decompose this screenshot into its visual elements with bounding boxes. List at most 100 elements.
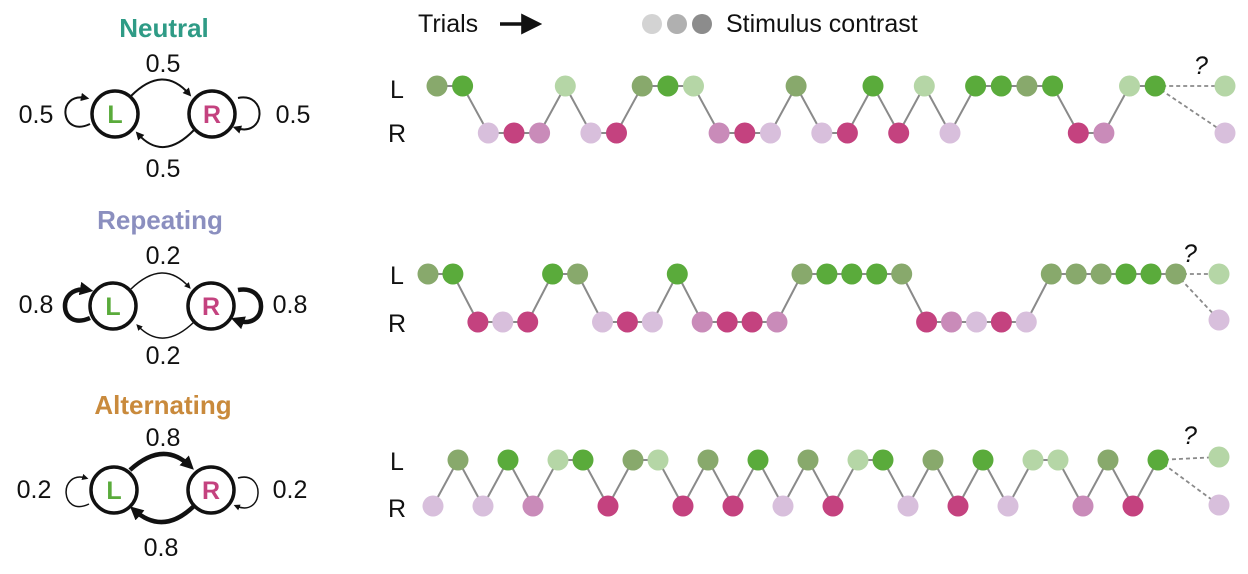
trial-dot-right <box>422 495 444 517</box>
trial-dot-right <box>503 122 525 144</box>
block-title: Repeating <box>97 205 223 235</box>
block-neutral: Neutral 0.5 0.5 0.5 0.5 L R L R ? <box>19 13 1236 183</box>
transition-arrow-r-to-l <box>129 504 196 525</box>
trial-dot-right <box>772 495 794 517</box>
trial-dot-left <box>666 263 688 285</box>
trial-dot-right <box>966 311 987 333</box>
contrast-swatch-low <box>642 14 662 34</box>
trial-dot-left <box>572 449 594 471</box>
trial-dot-right <box>741 311 763 333</box>
prob-left: 0.2 <box>17 476 52 504</box>
trial-dot-left <box>447 449 469 471</box>
row-label-r: R <box>388 120 406 148</box>
trial-dot-right <box>888 122 910 144</box>
transition-arrow-l-to-r <box>128 451 194 472</box>
next-trial-option-left <box>1208 263 1230 285</box>
trial-dot-left <box>872 449 894 471</box>
trial-dot-left <box>990 75 1012 97</box>
trial-dot-left <box>791 263 813 285</box>
trial-sequence <box>426 75 1236 144</box>
state-r-label: R <box>203 101 221 129</box>
next-trial-option-right <box>1208 494 1230 516</box>
trial-dot-right <box>580 122 602 144</box>
trial-dot-left <box>683 75 704 97</box>
next-trial-option-right <box>1208 309 1230 331</box>
state-r-label: R <box>202 293 220 321</box>
trial-dot-right <box>691 311 713 333</box>
trial-dot-left <box>452 75 474 97</box>
trial-dot-left <box>547 449 569 471</box>
trial-dot-right <box>941 311 962 333</box>
next-trial-dashed-line <box>1157 459 1220 506</box>
trial-dot-right <box>939 122 961 144</box>
prob-bottom: 0.2 <box>146 342 181 370</box>
prob-top: 0.2 <box>146 242 181 270</box>
trial-dot-right <box>997 495 1019 517</box>
next-trial-dashed-line <box>1175 273 1220 321</box>
state-r-label: R <box>202 477 220 505</box>
trial-connector-line <box>432 457 1159 509</box>
trial-dot-right <box>990 311 1012 333</box>
trial-dot-left <box>922 449 944 471</box>
trial-sequence <box>422 446 1230 517</box>
trial-dot-left <box>913 75 935 97</box>
block-alternating: Alternating 0.8 0.8 0.2 0.2 L R L R ? <box>17 390 1230 562</box>
prob-left: 0.8 <box>19 291 54 319</box>
trial-dot-right <box>597 495 619 517</box>
state-r-circle <box>186 281 236 331</box>
trial-dot-left <box>417 263 439 285</box>
trial-dot-left <box>866 263 888 285</box>
state-l-circle <box>89 465 139 515</box>
row-label-l: L <box>390 262 404 290</box>
trial-dot-right <box>1067 122 1089 144</box>
trial-dot-left <box>622 449 644 471</box>
contrast-swatches <box>642 14 712 34</box>
row-label-r: R <box>388 310 406 338</box>
trial-dot-right <box>708 122 730 144</box>
self-loop-r <box>230 287 264 330</box>
self-loop-r <box>233 476 259 511</box>
prob-right: 0.2 <box>273 476 308 504</box>
trial-dot-right <box>472 495 494 517</box>
trial-dot-left <box>1119 75 1140 97</box>
next-trial-option-left <box>1214 75 1236 97</box>
trial-dot-left <box>1040 263 1062 285</box>
trial-dot-left <box>567 263 589 285</box>
trial-dot-left <box>972 449 994 471</box>
trial-dot-right <box>836 122 858 144</box>
trial-dot-right <box>766 311 788 333</box>
trial-dot-right <box>1093 122 1115 144</box>
trial-dot-right <box>897 495 919 517</box>
trial-dot-left <box>497 449 519 471</box>
trial-dot-left <box>1147 449 1169 471</box>
trial-dot-right <box>716 311 738 333</box>
state-l-label: L <box>106 477 121 505</box>
transition-arrow-r-to-l <box>136 321 195 339</box>
trial-dot-left <box>841 263 863 285</box>
block-title: Alternating <box>94 390 231 420</box>
trial-dot-left <box>1144 75 1166 97</box>
trial-dot-right <box>522 495 544 517</box>
prob-bottom: 0.5 <box>146 155 181 183</box>
prob-left: 0.5 <box>19 101 54 129</box>
row-label-l: L <box>390 448 404 476</box>
trial-dot-left <box>1016 75 1038 97</box>
trial-dot-left <box>1115 263 1137 285</box>
trial-dot-left <box>747 449 769 471</box>
trial-dot-right <box>916 311 938 333</box>
row-label-l: L <box>390 76 404 104</box>
prob-right: 0.8 <box>273 291 308 319</box>
row-label-r: R <box>388 495 406 523</box>
trial-dot-left <box>1165 263 1187 285</box>
state-r-circle <box>186 465 236 515</box>
trial-dot-right <box>517 311 539 333</box>
prob-right: 0.5 <box>276 101 311 129</box>
trial-dot-left <box>542 263 564 285</box>
trial-dot-right <box>616 311 638 333</box>
block-title: Neutral <box>119 13 209 43</box>
trial-dot-left <box>965 75 987 97</box>
trial-dot-right <box>1072 495 1094 517</box>
trial-dot-left <box>797 449 819 471</box>
trial-dot-right <box>1015 311 1037 333</box>
